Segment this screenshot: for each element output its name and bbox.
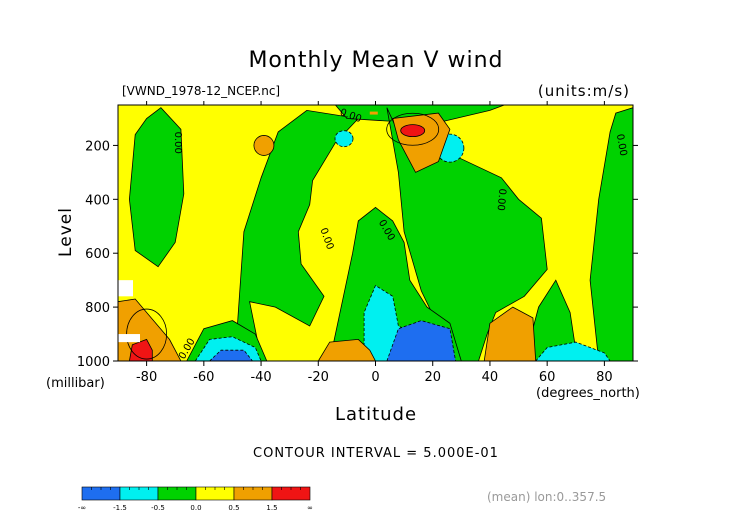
contour-line-a: [386, 112, 440, 146]
y-axis-unit: (millibar): [46, 376, 105, 391]
colorbar-label: -∞: [78, 504, 86, 512]
x-axis-unit: (degrees_north): [536, 386, 640, 401]
missing-data-patch: [118, 280, 133, 297]
colorbar-label: 0.0: [190, 504, 201, 512]
heatmap-region-blue-b: [209, 349, 254, 361]
x-tick-label: 20: [424, 370, 441, 385]
heatmap-region-neg-c: [334, 105, 505, 125]
x-tick-label: 60: [539, 370, 556, 385]
y-tick-label: 800: [85, 301, 110, 316]
heatmap-region-orange-e: [483, 306, 537, 361]
x-tick-label: -60: [193, 370, 214, 385]
heatmap-region-neg-a: [128, 107, 185, 268]
x-axis-label: Latitude: [334, 404, 418, 425]
y-tick-label: 400: [85, 193, 110, 208]
contour-label: 0.00: [495, 188, 508, 211]
heatmap-region-red-a: [400, 124, 426, 138]
units-label: (units:m/s): [537, 82, 630, 100]
colorbar-label: -1.5: [113, 504, 127, 512]
y-tick-label: 200: [85, 139, 110, 154]
heatmap-region-orange-d: [317, 338, 376, 361]
heatmap-region-orange-b: [253, 135, 275, 156]
x-tick-label: -80: [136, 370, 157, 385]
heatmap-region-cyan-a: [334, 130, 354, 148]
x-tick-label: 80: [596, 370, 613, 385]
mean-note: (mean) lon:0..357.5: [487, 490, 607, 504]
chart-title: Monthly Mean V wind: [248, 48, 504, 73]
x-tick-label: -20: [308, 370, 329, 385]
file-label: [VWND_1978-12_NCEP.nc]: [122, 84, 281, 98]
colorbar-label: ∞: [307, 504, 313, 512]
heatmap-region-neg-h: [523, 279, 582, 361]
missing-data-patch: [118, 334, 140, 343]
colorbar-label: -0.5: [151, 504, 165, 512]
heatmap-region-blue-a: [386, 320, 457, 361]
x-tick-label: 40: [482, 370, 499, 385]
colorbar-label: 1.5: [266, 504, 277, 512]
contour-interval-label: CONTOUR INTERVAL = 5.000E-01: [253, 446, 499, 461]
heatmap-region-neg-g: [589, 107, 633, 361]
x-tick-label: 0: [371, 370, 379, 385]
y-axis-label: Level: [56, 207, 76, 257]
x-tick-label: -40: [250, 370, 271, 385]
heatmap-region-cyan-e: [535, 341, 611, 361]
contour-label: 0.00: [614, 133, 629, 157]
heatmap-region-red-b: [128, 338, 153, 361]
colorbar-label: 0.5: [228, 504, 239, 512]
y-tick-label: 600: [85, 247, 110, 262]
heatmap-region-neg-d: [386, 107, 548, 361]
y-tick-label: 1000: [77, 355, 110, 370]
contour-label: 0.00: [172, 132, 183, 154]
